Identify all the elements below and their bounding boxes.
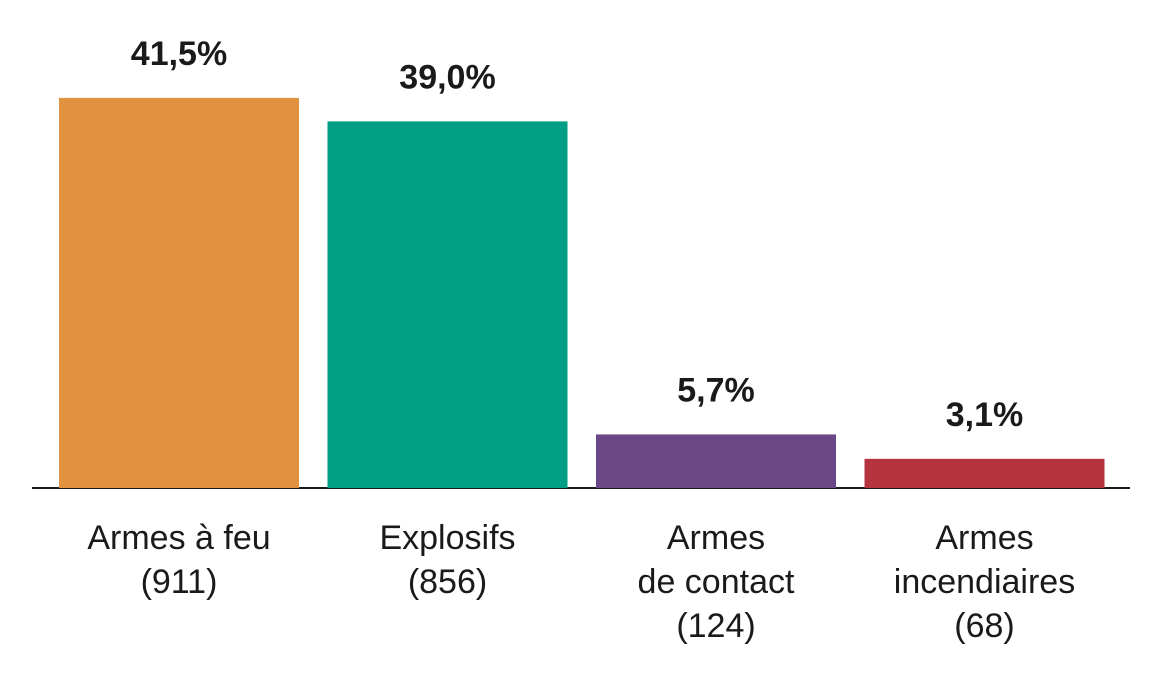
category-label: Armes à feu bbox=[87, 519, 270, 557]
bar bbox=[59, 97, 299, 489]
category-label: de contact bbox=[638, 563, 795, 601]
category-label: Armes bbox=[667, 519, 765, 557]
bar bbox=[864, 458, 1105, 488]
value-label: 41,5% bbox=[131, 35, 227, 73]
category-label: Armes bbox=[935, 519, 1033, 557]
category-label: (911) bbox=[141, 563, 218, 601]
value-label: 3,1% bbox=[946, 396, 1024, 434]
category-label: (856) bbox=[408, 563, 487, 601]
category-label: incendiaires bbox=[894, 563, 1075, 601]
value-label: 5,7% bbox=[677, 371, 755, 409]
category-label: (68) bbox=[954, 607, 1014, 645]
bar bbox=[327, 121, 568, 489]
value-label: 39,0% bbox=[399, 58, 495, 96]
category-label: Explosifs bbox=[379, 519, 515, 557]
category-label: (124) bbox=[676, 607, 755, 645]
bar bbox=[596, 434, 836, 488]
